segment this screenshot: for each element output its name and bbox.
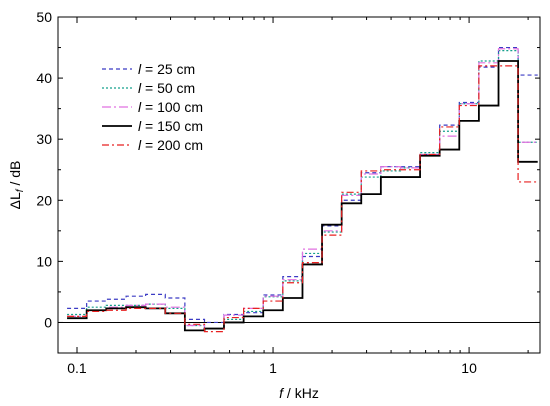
y-axis-label: ΔLf / dB xyxy=(7,161,26,210)
y-tick-label: 0 xyxy=(44,314,52,330)
series-line-5 xyxy=(67,65,538,333)
x-tick-label: 1 xyxy=(269,360,277,376)
plot-frame xyxy=(57,16,541,354)
axes: 0 10 20 30 40 50 0.1 1 10 xyxy=(36,9,541,376)
x-axis-label: f / kHz xyxy=(279,385,319,401)
legend-label-4: l = 150 cm xyxy=(138,118,203,134)
y-tick-label: 10 xyxy=(36,253,52,269)
legend-label-5: l = 200 cm xyxy=(138,137,203,153)
legend-label-2: l = 50 cm xyxy=(138,80,195,96)
y-tick-label: 40 xyxy=(36,70,52,86)
legend: l = 25 cm l = 50 cm l = 100 cm l = 150 cm l … xyxy=(102,61,203,153)
series-layer xyxy=(67,46,538,333)
y-tick-label: 30 xyxy=(36,131,52,147)
legend-label-1: l = 25 cm xyxy=(138,61,195,77)
x-tick-label: 0.1 xyxy=(67,360,87,376)
y-tick-label: 50 xyxy=(36,9,52,25)
legend-label-3: l = 100 cm xyxy=(138,99,203,115)
y-tick-label: 20 xyxy=(36,192,52,208)
x-tick-label: 10 xyxy=(461,360,477,376)
